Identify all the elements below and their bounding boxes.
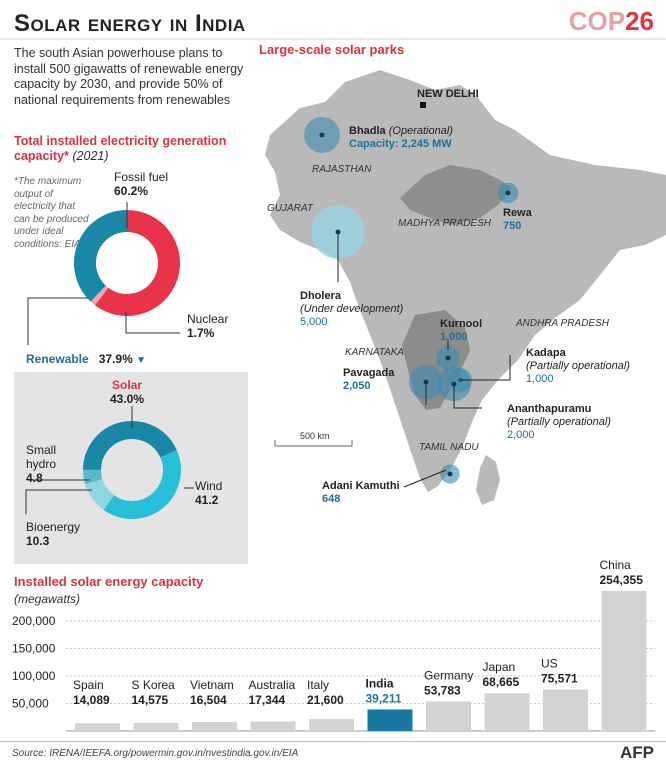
park-dot-bhadla: [319, 132, 325, 138]
park-label-pavagada: Pavagada 2,050: [343, 367, 395, 392]
bar-chart-unit: (megawatts): [14, 592, 81, 606]
bar-category-label: China: [600, 560, 632, 572]
bar-marks: [75, 591, 647, 731]
capacity-donut-slices: [74, 210, 180, 316]
sri-lanka: [476, 455, 500, 505]
y-tick-label: 50,000: [12, 696, 49, 710]
title-divider: [0, 38, 666, 40]
park-label-kurnool: Kurnool 1,000: [440, 318, 483, 343]
bar-value-label: 75,571: [541, 671, 578, 685]
slice-solar: [83, 421, 177, 471]
park-label-rewa: Rewa 750: [503, 207, 532, 232]
bar-value-label: 68,665: [483, 675, 520, 689]
slice-fossil-fuel: [95, 210, 180, 316]
bar-india: [367, 709, 413, 731]
y-tick-label: 150,000: [12, 641, 56, 655]
intro-text: The south Asian powerhouse plans to inst…: [14, 46, 244, 107]
state-andhra-pradesh: ANDHRA PRADESH: [516, 318, 609, 329]
renewable-leader: [27, 297, 88, 345]
bar-australia: [250, 721, 296, 731]
bar-spain: [75, 723, 120, 731]
renewable-donut-slices: [83, 421, 181, 519]
y-tick-label: 200,000: [12, 614, 56, 628]
kadapa-leader: [460, 355, 511, 381]
bar-value-label: 39,211: [366, 691, 402, 705]
bar-japan: [484, 693, 530, 731]
bar-vietnam: [192, 721, 237, 731]
park-label-ananthapuramu: Ananthapuramu (Partially operational) 2,00…: [507, 403, 611, 441]
source-note: Source: IRENA/IEEFA.org/powermin.gov.in/…: [12, 748, 299, 759]
bar-value-label: 53,783: [424, 683, 461, 697]
bar-us: [543, 689, 588, 731]
wind-label: Wind 41.2: [195, 479, 223, 507]
hydro-label: Small hydro 4.8: [26, 443, 57, 485]
central-region: [400, 165, 512, 225]
bar-category-label: Italy: [307, 678, 329, 692]
bar-category-label: India: [366, 676, 394, 690]
park-label-kadapa: Kadapa (Partially operational) 1,000: [526, 347, 630, 385]
state-rajasthan: RAJASTHAN: [312, 164, 372, 175]
slice-renewable: [74, 210, 128, 302]
slice-wind: [103, 450, 181, 519]
nuclear-leader: [125, 312, 180, 334]
slice-small-hydro: [83, 469, 103, 485]
cop26-logo: COP26: [568, 6, 654, 36]
park-dot-rewa: [505, 190, 511, 196]
anantha-leader: [453, 384, 482, 409]
india-landmass: [265, 70, 666, 492]
india-map: [265, 70, 666, 505]
capacity-donut: [27, 202, 180, 345]
park-dot-adani-kamuthi: [447, 471, 453, 477]
bioenergy-label: Bioenergy 10.3: [26, 520, 81, 548]
kamuthi-leader: [403, 469, 447, 488]
state-madhya-pradesh: MADHYA PRADESH: [398, 218, 491, 229]
y-tick-label: 100,000: [12, 669, 56, 683]
bar-category-label: Australia: [249, 678, 296, 692]
slice-bioenergy: [85, 478, 115, 510]
park-label-adani-kamuthi: Adani Kamuthi 648: [322, 480, 400, 505]
solar-label: Solar 43.0%: [110, 378, 145, 406]
renewable-label: Renewable 37.9% ▼: [26, 352, 146, 366]
capital-label: NEW DELHI: [417, 88, 479, 100]
bar-value-label: 17,344: [249, 693, 286, 707]
bio-leader: [25, 489, 92, 514]
bar-category-label: Japan: [483, 660, 516, 674]
nuclear-label: Nuclear 1.7%: [187, 312, 229, 340]
capacity-title: Total installed electricity generation c…: [14, 134, 227, 163]
state-karnataka: KARNATAKA: [345, 347, 405, 358]
bar-china: [601, 591, 647, 731]
bar-category-label: Spain: [73, 678, 104, 692]
bar-category-label: Vietnam: [190, 678, 234, 692]
park-dot-kurnool: [445, 355, 451, 361]
bar-category-label: US: [541, 656, 558, 670]
park-label-bhadla: Bhadla (Operational) Capacity: 2,245 MW: [349, 125, 453, 150]
bar-chart-title: Installed solar energy capacity: [14, 574, 204, 589]
fossil-label: Fossil fuel 60.2%: [114, 170, 169, 198]
bar-value-label: 14,089: [73, 693, 110, 707]
bar-category-label: S Korea: [132, 678, 176, 692]
scale-label: 500 km: [300, 431, 330, 441]
bar-s-korea: [133, 722, 179, 731]
source-divider: [0, 741, 666, 742]
bar-category-label: Germany: [424, 668, 473, 682]
bar-value-label: 254,355: [600, 573, 644, 587]
renewable-breakdown-panel: [14, 372, 248, 564]
afp-logo: AFP: [620, 743, 654, 762]
bar-germany: [426, 701, 471, 731]
state-tamil-nadu: TAMIL NADU: [419, 442, 479, 453]
capital-marker: [420, 102, 426, 108]
bar-value-label: 21,600: [307, 693, 344, 707]
park-label-dholera: Dholera (Under development) 5,000: [300, 290, 404, 328]
renewable-donut: [25, 406, 194, 519]
bar-value-label: 16,504: [190, 693, 227, 707]
state-gujarat: GUJARAT: [267, 203, 313, 214]
slice-nuclear: [90, 285, 109, 306]
bar-italy: [309, 719, 354, 731]
capacity-footnote: *The maximum output of electricity that …: [14, 176, 89, 250]
map-title: Large-scale solar parks: [259, 42, 405, 57]
page-title: Solar energy in India: [14, 10, 246, 37]
bar-value-label: 14,575: [132, 693, 169, 707]
